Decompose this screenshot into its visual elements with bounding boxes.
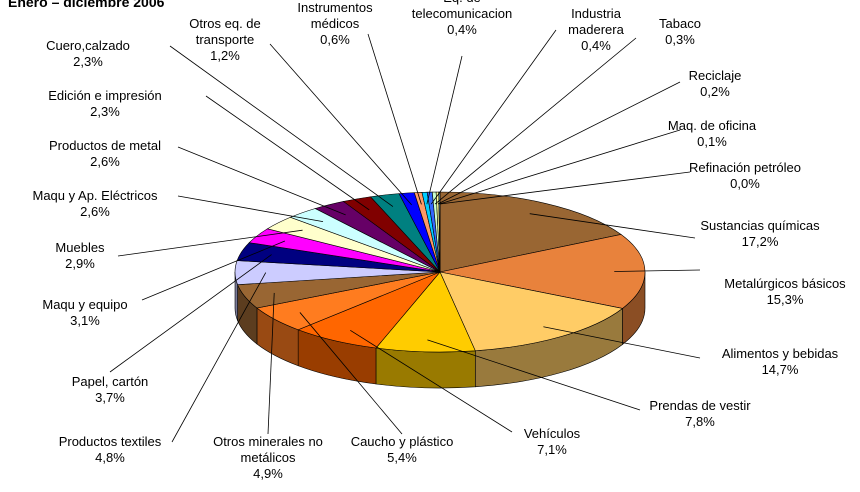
category-label: Reciclaje [688, 68, 742, 83]
data-label: Maqu y Ap. Eléctricos 2,6% [10, 188, 180, 220]
leader-line [169, 45, 394, 207]
leader-line [269, 43, 412, 206]
category-label: Prendas de vestir [649, 398, 751, 413]
slice [439, 234, 646, 309]
slice [439, 271, 624, 352]
value-label: 0,4% [581, 38, 611, 53]
category-label: Otros eq. de transporte [189, 16, 261, 47]
data-label: Caucho y plástico 5,4% [332, 434, 472, 466]
category-label: Instrumentos médicos [297, 0, 373, 31]
data-label: Productos textiles 4,8% [35, 434, 185, 466]
value-label: 3,1% [70, 313, 100, 328]
leader-line [437, 81, 681, 205]
leader-line [439, 171, 691, 205]
category-label: Metalúrgicos básicos [724, 276, 846, 291]
data-label: Productos de metal 2,6% [30, 138, 180, 170]
slice [375, 271, 476, 353]
value-label: 5,4% [387, 450, 417, 465]
value-label: 0,6% [320, 32, 350, 47]
value-label: 2,3% [73, 54, 103, 69]
leader-line [177, 195, 324, 222]
category-label: Productos textiles [58, 434, 162, 449]
leader-line [529, 213, 696, 239]
category-label: Otros minerales no metálicos [213, 434, 323, 465]
leader-line [177, 146, 346, 216]
leader-line [299, 312, 403, 435]
category-label: Muebles [55, 240, 105, 255]
category-label: Refinación petróleo [688, 160, 802, 175]
category-label: Caucho y plástico [350, 434, 454, 449]
value-label: 1,2% [210, 48, 240, 63]
data-label: Vehículos 7,1% [507, 426, 597, 458]
value-label: 3,7% [95, 390, 125, 405]
data-label: Maqu y equipo 3,1% [25, 297, 145, 329]
value-label: 2,3% [90, 104, 120, 119]
value-label: 15,3% [766, 292, 804, 307]
data-label: Sustancias químicas 17,2% [685, 218, 835, 250]
data-label: Edición e impresión 2,3% [25, 88, 185, 120]
category-label: Productos de metal [48, 138, 161, 153]
value-label: 7,8% [685, 414, 715, 429]
value-label: 14,7% [761, 362, 799, 377]
data-label: Tabaco 0,3% [640, 16, 720, 48]
value-label: 2,6% [80, 204, 110, 219]
data-label: Prendas de vestir 7,8% [625, 398, 775, 430]
category-label: Maqu y Ap. Eléctricos [32, 188, 158, 203]
data-label: Refinación petróleo 0,0% [680, 160, 810, 192]
leader-line [543, 326, 701, 359]
category-label: Industria maderera [568, 6, 624, 37]
leader-line [426, 55, 463, 205]
value-label: 0,4% [447, 22, 477, 37]
category-label: Maqu y equipo [42, 297, 128, 312]
data-label: Otros minerales no metálicos 4,9% [208, 434, 328, 482]
leader-line [427, 339, 641, 411]
data-label: Industria maderera 0,4% [551, 6, 641, 54]
data-label: Maq. de oficina 0,1% [657, 118, 767, 150]
value-label: 17,2% [741, 234, 779, 249]
value-label: 2,6% [90, 154, 120, 169]
data-label: Cuero,calzado 2,3% [23, 38, 153, 70]
category-label: Vehículos [523, 426, 581, 441]
data-label: Papel, cartón 3,7% [50, 374, 170, 406]
value-label: 0,2% [700, 84, 730, 99]
category-label: Maq. de oficina [667, 118, 757, 133]
data-label: Instrumentos médicos 0,6% [285, 0, 385, 48]
value-label: 7,1% [537, 442, 567, 457]
data-label: Reciclaje 0,2% [675, 68, 755, 100]
data-label: Alimentos y bebidas 14,7% [705, 346, 855, 378]
category-label: Cuero,calzado [46, 38, 130, 53]
data-label: Otros eq. de transporte 1,2% [175, 16, 275, 64]
leader-line [614, 269, 701, 272]
leader-line [117, 229, 303, 257]
value-label: 2,9% [65, 256, 95, 271]
category-label: Edición e impresión [48, 88, 162, 103]
slice-side [375, 347, 476, 389]
chart-title: Enero – diciembre 2006 [8, 0, 165, 10]
value-label: 4,8% [95, 450, 125, 465]
value-label: 0,0% [730, 176, 760, 191]
data-label: Metalúrgicos básicos 15,3% [710, 276, 860, 308]
leader-line [141, 240, 286, 301]
category-label: Tabaco [659, 16, 701, 31]
data-label: Muebles 2,9% [30, 240, 130, 272]
category-label: Eq. de telecomunicacion [411, 0, 513, 21]
leader-line [350, 329, 513, 433]
leader-line [367, 33, 422, 205]
leader-line [430, 29, 557, 205]
leader-line [109, 254, 272, 373]
leader-line [171, 272, 267, 443]
value-label: 0,3% [665, 32, 695, 47]
leader-line [434, 37, 637, 205]
category-label: Alimentos y bebidas [721, 346, 839, 361]
leader-line [439, 129, 681, 205]
category-label: Papel, cartón [71, 374, 149, 389]
leader-line [267, 292, 275, 435]
value-label: 0,1% [697, 134, 727, 149]
leader-line [205, 95, 370, 211]
category-label: Sustancias químicas [700, 218, 820, 233]
value-label: 4,9% [253, 466, 283, 481]
